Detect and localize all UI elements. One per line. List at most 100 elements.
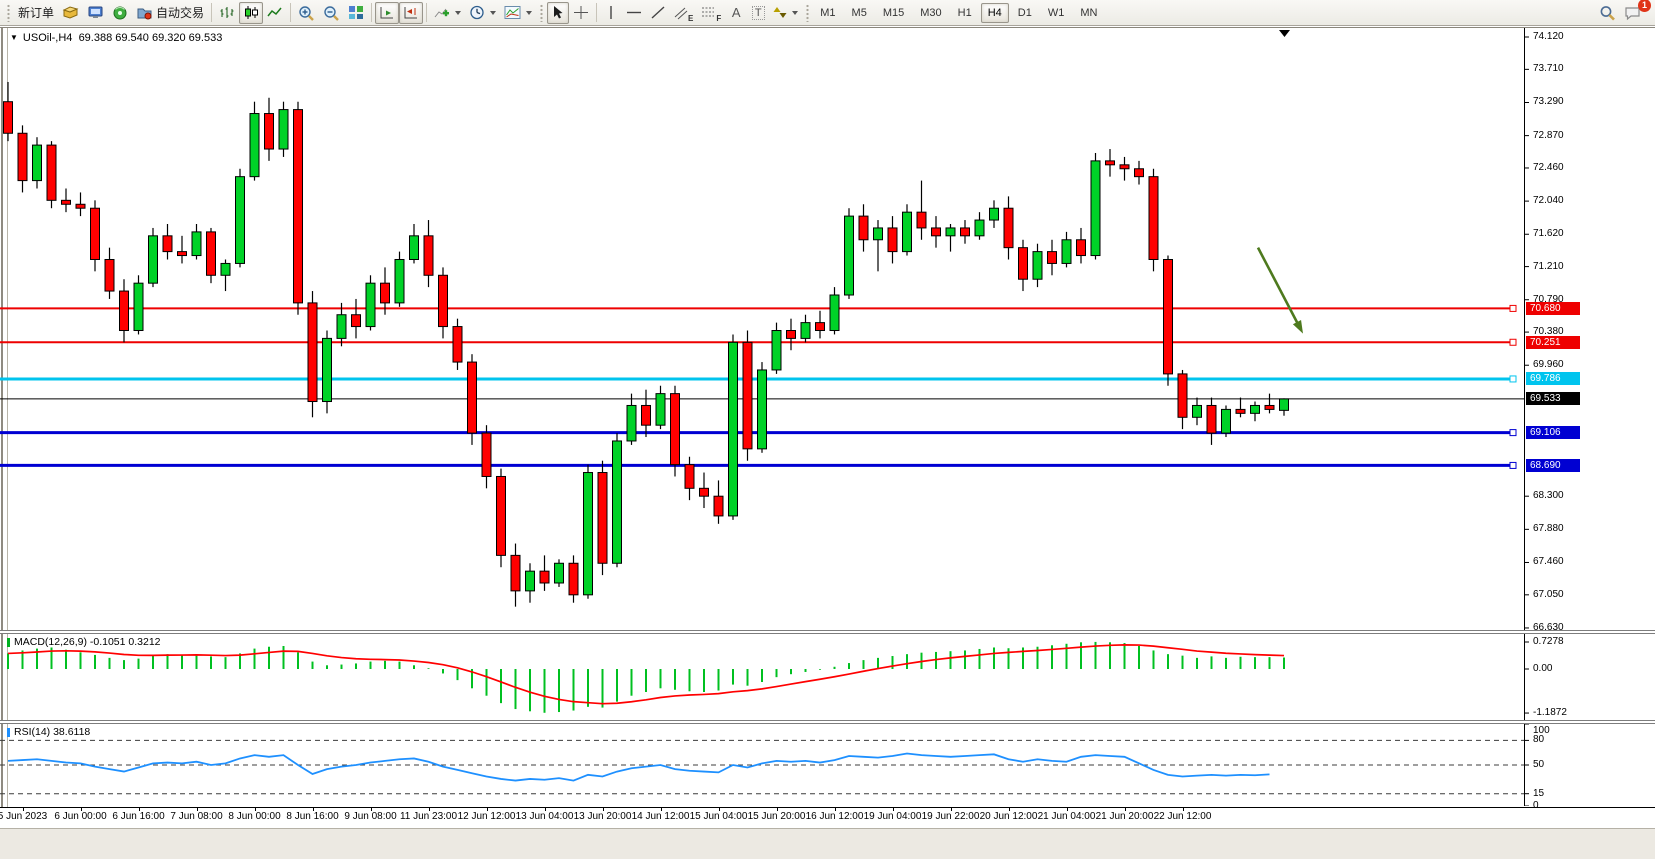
toolbar-separator [371,3,373,22]
candle-body [728,341,738,517]
candle-body [1192,404,1202,418]
tile-windows-button[interactable] [344,2,368,24]
candle-body [481,432,492,477]
time-axis-label: 19 Jun 04:00 [863,811,922,822]
bar-chart-button[interactable] [215,2,239,24]
toolbar-drag-handle[interactable] [539,3,545,22]
terminal-button[interactable] [83,2,108,24]
auto-trading-button[interactable]: 自动交易 [132,2,208,24]
window-bottom-edge [0,828,1655,859]
zoom-out-icon [323,5,340,21]
horizontal-line-button[interactable] [622,2,646,24]
candle-body [278,109,289,150]
panel-splitter[interactable] [0,720,1655,724]
search-button[interactable] [1595,2,1620,24]
fibonacci-button[interactable]: F [697,2,725,24]
periods-button[interactable] [465,2,500,24]
candle-body [46,144,57,201]
candle-body [380,282,390,304]
time-axis-label: 8 Jun 00:00 [228,811,281,822]
toolbar-separator [596,3,598,22]
tab-timeframe-M5[interactable]: M5 [851,6,867,19]
time-axis-line [0,807,1655,808]
level-endpoint-marker[interactable] [1509,338,1517,346]
horizontal-line-icon [626,5,642,20]
candle-body [467,361,477,434]
candlestick-icon [243,5,259,20]
signals-button[interactable] [108,2,132,24]
toolbar-drag-handle[interactable] [6,3,11,22]
trend-arrow-annotation[interactable] [1256,247,1301,329]
crosshair-icon [573,5,589,20]
cursor-button[interactable] [547,1,570,24]
zoom-out-button[interactable] [319,2,344,24]
collapse-triangle-icon[interactable]: ▼ [10,33,18,42]
text-button[interactable]: A [725,2,747,24]
rsi-axis-label: 50 [1533,759,1545,770]
candle-body [119,290,129,332]
tab-timeframe-M1[interactable]: M1 [820,6,836,19]
tile-windows-icon [348,5,364,20]
auto-scroll-icon [379,5,395,20]
candle-body [1119,164,1130,170]
panel-splitter[interactable] [0,630,1655,634]
candle-body [1163,258,1173,375]
time-axis-tick [544,808,546,811]
candle-body [670,393,680,466]
rsi-axis-label: 0 [1533,800,1539,811]
line-chart-button[interactable] [263,2,287,24]
tab-timeframe-M30[interactable]: M30 [920,6,942,19]
templates-button[interactable] [500,2,536,24]
arrows-button[interactable] [769,2,802,24]
chart-shift-marker-icon[interactable] [1279,30,1290,37]
tab-timeframe-H1[interactable]: H1 [957,6,972,19]
zoom-in-button[interactable] [294,2,319,24]
text-label-button[interactable]: T [747,2,769,24]
level-endpoint-marker[interactable] [1509,375,1517,383]
time-axis-tick [660,808,662,811]
macd-indicator-icon [7,637,10,647]
candle-body [61,199,71,205]
chat-button[interactable]: 1 [1620,0,1651,24]
price-chart-pane[interactable] [0,28,1655,630]
vertical-line-button[interactable] [600,2,622,24]
fibonacci-icon [701,5,716,20]
tab-timeframe-MN[interactable]: MN [1080,6,1098,19]
candle-body [873,227,883,241]
time-axis-tick [196,808,198,811]
tab-timeframe-D1[interactable]: D1 [1017,6,1032,19]
level-endpoint-marker[interactable] [1509,461,1517,469]
toolbar-drag-handle[interactable] [805,3,811,22]
candle-body [75,203,86,209]
candle-body [148,235,158,284]
market-watch-button[interactable] [58,2,83,24]
candle-body [1061,239,1072,264]
level-endpoint-marker[interactable] [1509,304,1517,312]
indicators-button[interactable] [430,2,465,24]
tab-timeframe-H4[interactable]: H4 [980,2,1009,23]
tab-timeframe-M15[interactable]: M15 [882,6,905,19]
new-order-button[interactable]: 新订单 [14,2,58,24]
price-tag-70.251: 70.251 [1526,335,1580,349]
chart-window[interactable]: ▼ USOil-,H4 69.388 69.540 69.320 69.533 M… [0,27,1655,859]
candle-body [191,231,202,257]
crosshair-button[interactable] [569,2,593,24]
rsi-pane[interactable] [0,724,1655,806]
clock-icon [469,5,485,20]
price-axis-label: 73.710 [1533,63,1564,75]
rsi-axis-label: 100 [1533,725,1550,736]
chart-shift-icon [403,5,419,20]
equidistant-channel-button[interactable]: E [670,2,697,24]
ohlc-values: 69.388 69.540 69.320 69.533 [78,32,223,44]
level-endpoint-marker[interactable] [1509,429,1517,437]
trendline-button[interactable] [646,2,670,24]
candle-body [423,235,434,276]
chart-shift-button[interactable] [399,1,424,24]
macd-pane[interactable] [0,634,1655,720]
auto-scroll-button[interactable] [375,1,400,24]
candle-body [539,570,550,584]
tab-timeframe-W1[interactable]: W1 [1047,6,1065,19]
candle-body [1090,160,1101,257]
candle-body [264,113,274,150]
candlestick-chart-button[interactable] [239,1,264,24]
